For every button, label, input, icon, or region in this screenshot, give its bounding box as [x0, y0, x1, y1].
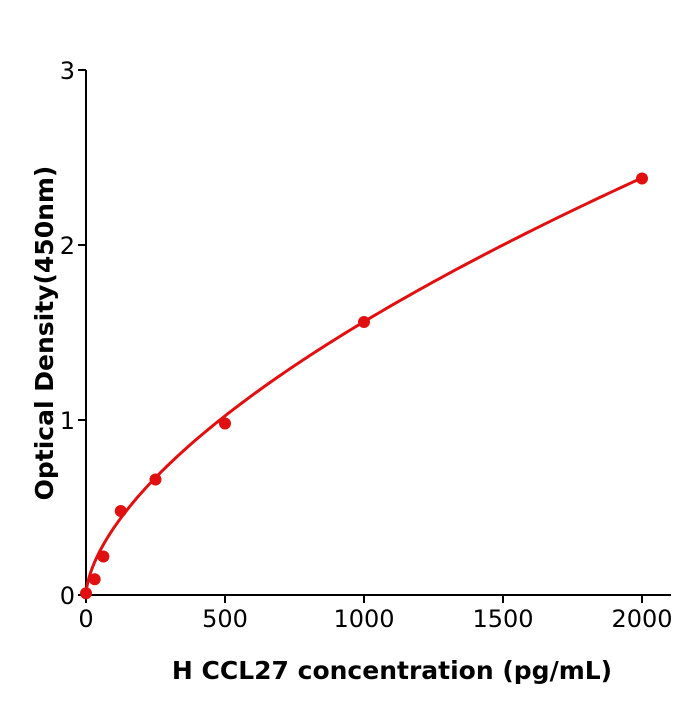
y-tick-label: 3 — [60, 57, 75, 85]
x-tick-label: 500 — [202, 605, 248, 633]
data-point — [88, 573, 101, 586]
y-tick-label: 0 — [60, 582, 75, 610]
data-point — [636, 172, 648, 185]
x-tick-label: 1500 — [472, 605, 533, 633]
data-point — [80, 587, 92, 600]
fit-curve — [84, 176, 643, 596]
y-tick-label: 1 — [60, 407, 75, 435]
data-point — [358, 316, 370, 328]
x-tick-label: 0 — [78, 605, 93, 633]
x-tick-label: 1000 — [333, 605, 394, 633]
y-tick-label: 2 — [60, 232, 75, 260]
x-axis-label: H CCL27 concentration (pg/mL) — [172, 656, 612, 685]
x-tick-label: 2000 — [611, 605, 672, 633]
data-point — [149, 473, 162, 486]
data-point — [114, 505, 127, 517]
data-point — [97, 550, 110, 563]
y-axis-label: Optical Density(450nm) — [30, 166, 59, 501]
data-point — [219, 417, 231, 430]
